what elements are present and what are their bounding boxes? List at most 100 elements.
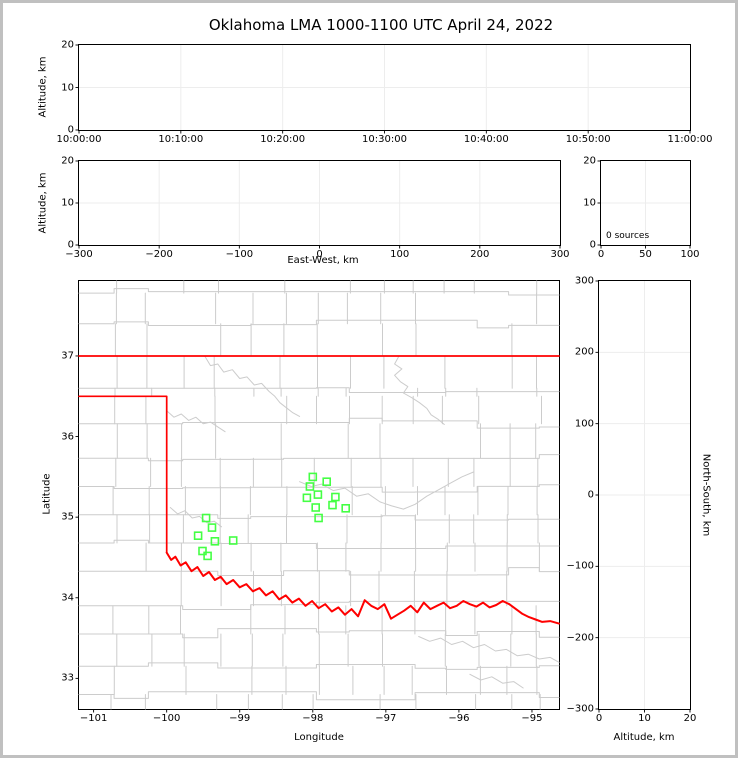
x-tick-label: −100 bbox=[152, 713, 181, 724]
x-tick-label: −96 bbox=[448, 713, 470, 724]
station-marker bbox=[313, 490, 323, 499]
station-marker bbox=[305, 482, 315, 491]
x-tick-label: −200 bbox=[145, 249, 173, 260]
y-tick-label: 0 bbox=[67, 124, 74, 136]
x-tick-label: −97 bbox=[375, 713, 397, 724]
x-tick-label: −300 bbox=[65, 249, 93, 260]
y-tick-label: 34 bbox=[61, 592, 74, 604]
x-tick-label: 10 bbox=[638, 713, 651, 724]
x-tick-label: 0 bbox=[597, 249, 605, 260]
county-line bbox=[78, 319, 560, 329]
sources-annotation: 0 sources bbox=[606, 231, 650, 241]
source-histogram-panel: 0 50 100 0 10 20 bbox=[583, 155, 699, 260]
y-tick-label: 20 bbox=[61, 39, 74, 51]
y-tick-label: 100 bbox=[574, 417, 594, 429]
x-tick-label: 0 bbox=[595, 713, 603, 724]
river-line bbox=[169, 507, 222, 528]
state-border-line bbox=[165, 551, 560, 625]
time-ylabel: Altitude, km bbox=[37, 56, 49, 118]
county-line bbox=[78, 600, 560, 610]
station-marker bbox=[308, 472, 318, 482]
x-tick-label: 50 bbox=[639, 249, 652, 260]
x-tick-label: 10:40:00 bbox=[463, 134, 509, 145]
x-tick-label: −99 bbox=[229, 713, 251, 724]
ns-height-panel: 0 10 20 −300 −200 −100 0 100 200 300 bbox=[567, 275, 697, 724]
station-marker bbox=[201, 513, 211, 523]
y-tick-label: 200 bbox=[574, 346, 594, 358]
ew_height-canvas bbox=[75, 160, 561, 249]
figure-title: Oklahoma LMA 1000-1100 UTC April 24, 202… bbox=[208, 16, 554, 34]
station-marker bbox=[302, 493, 312, 503]
station-marker bbox=[328, 500, 337, 510]
y-tick-label: 10 bbox=[61, 81, 74, 93]
county-line bbox=[78, 387, 560, 393]
x-tick-label: 10:20:00 bbox=[260, 134, 306, 145]
ew-height-panel: −300 −200 −100 0 100 200 300 0 10 20 bbox=[61, 155, 569, 260]
river-line bbox=[299, 471, 474, 510]
river-line bbox=[204, 355, 301, 417]
y-tick-label: 0 bbox=[589, 239, 596, 251]
y-tick-label: −300 bbox=[566, 703, 594, 715]
y-tick-label: 33 bbox=[61, 672, 74, 684]
county-line bbox=[78, 691, 560, 701]
station-marker bbox=[207, 523, 217, 532]
x-tick-label: 300 bbox=[550, 249, 570, 260]
county-line bbox=[78, 567, 560, 576]
x-tick-label: 0 bbox=[316, 249, 323, 260]
river-line bbox=[166, 410, 226, 433]
y-tick-label: −100 bbox=[566, 560, 594, 572]
county-line bbox=[78, 662, 560, 670]
x-tick-label: 100 bbox=[680, 249, 700, 260]
ns-ylabel: North-South, km bbox=[700, 453, 712, 537]
station-marker bbox=[311, 503, 320, 512]
station-marker bbox=[341, 504, 351, 513]
ns_height-canvas bbox=[595, 280, 691, 713]
county-line bbox=[78, 628, 560, 639]
ew-ylabel: Altitude, km bbox=[37, 172, 49, 234]
river-line bbox=[469, 673, 524, 689]
station-marker bbox=[228, 536, 238, 545]
x-tick-label: 20 bbox=[683, 713, 697, 724]
county-line bbox=[78, 514, 560, 521]
county-line bbox=[78, 417, 560, 429]
y-tick-label: 300 bbox=[574, 275, 594, 287]
river-line bbox=[394, 355, 445, 425]
src_hist-canvas bbox=[597, 160, 691, 249]
x-tick-label: 10:50:00 bbox=[565, 134, 611, 145]
x-tick-label: 100 bbox=[390, 249, 410, 260]
y-tick-label: 37 bbox=[61, 350, 74, 362]
ns-xlabel: Altitude, km bbox=[613, 732, 675, 743]
station-marker bbox=[314, 513, 323, 523]
x-tick-label: 200 bbox=[470, 249, 490, 260]
x-tick-label: 11:00:00 bbox=[667, 134, 713, 145]
map-panel: −101 −100 −99 −98 −97 −96 −95 33 34 35 36 37 bbox=[61, 280, 560, 724]
map-ylabel: Latitude bbox=[41, 473, 53, 515]
y-tick-label: −200 bbox=[566, 631, 594, 643]
x-tick-label: −95 bbox=[521, 713, 543, 724]
y-tick-label: 10 bbox=[583, 197, 596, 209]
plan_map-canvas bbox=[75, 280, 560, 713]
y-tick-label: 20 bbox=[583, 155, 596, 167]
state-border-line bbox=[78, 395, 168, 554]
station-marker bbox=[331, 492, 340, 502]
x-tick-label: −100 bbox=[225, 249, 254, 260]
county-line bbox=[78, 288, 560, 296]
county-line bbox=[78, 539, 560, 549]
station-marker bbox=[203, 551, 212, 561]
y-tick-label: 10 bbox=[61, 197, 74, 209]
y-tick-label: 0 bbox=[67, 239, 74, 251]
station-marker bbox=[198, 546, 207, 556]
y-tick-label: 0 bbox=[587, 489, 594, 501]
county-line bbox=[78, 484, 560, 493]
station-marker bbox=[193, 531, 203, 540]
y-tick-label: 36 bbox=[61, 430, 74, 442]
time-height-panel: 10:00:00 10:10:00 10:20:00 10:30:00 10:40:00… bbox=[57, 39, 713, 145]
river-line bbox=[418, 636, 560, 663]
county-line bbox=[78, 454, 560, 462]
map-xlabel: Longitude bbox=[294, 732, 344, 743]
x-tick-label: −98 bbox=[302, 713, 324, 724]
x-tick-label: 10:10:00 bbox=[158, 134, 204, 145]
time_height-canvas bbox=[75, 44, 691, 134]
x-tick-label: 10:00:00 bbox=[56, 134, 102, 145]
